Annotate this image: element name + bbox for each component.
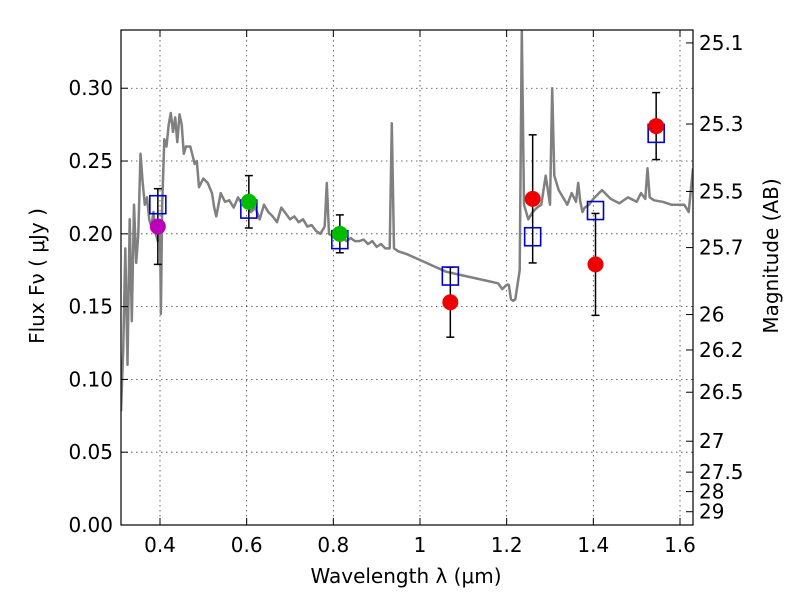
magnitude-tick-label: 25.3 (699, 112, 744, 136)
model-flux-square (441, 266, 460, 286)
model-flux-square (149, 194, 167, 215)
template-spectrum-line (121, 30, 693, 412)
model-flux-square (523, 226, 542, 247)
y-tick-label: 0.00 (68, 513, 113, 537)
model-flux-markers (149, 123, 665, 286)
observed-flux-point (240, 193, 257, 210)
y-tick-label: 0.05 (68, 440, 113, 464)
observed-flux-point (648, 118, 665, 135)
plot-frame (120, 29, 694, 526)
magnitude-tick-label: 27 (699, 429, 724, 453)
x-tick-label: 0.6 (231, 533, 263, 557)
model-flux-square (586, 200, 605, 221)
observed-flux-markers (149, 118, 665, 311)
observed-flux-point (331, 225, 348, 242)
x-tick-label: 1 (414, 533, 427, 557)
magnitude-tick-label: 29 (699, 500, 724, 524)
observed-flux-point (524, 190, 541, 207)
x-tick-label: 0.4 (144, 533, 176, 557)
observed-flux-point (149, 218, 166, 235)
y-axis-label: Flux Fν ( μJy ) (25, 208, 49, 344)
x-axis-label: Wavelength λ (μm) (310, 564, 501, 588)
magnitude-tick-label: 28 (699, 480, 724, 504)
x-tick-label: 1.6 (664, 533, 696, 557)
magnitude-tick-label: 25.1 (699, 31, 744, 55)
y-tick-label: 0.25 (68, 149, 113, 173)
error-bars-layer (153, 91, 661, 338)
y2-axis-label: Magnitude (AB) (759, 178, 783, 333)
y-tick-label: 0.15 (68, 295, 113, 319)
magnitude-tick-label: 26.5 (699, 380, 744, 404)
template-spectrum-layer (121, 30, 693, 412)
y-tick-label: 0.20 (68, 222, 113, 246)
observed-flux-point (442, 294, 459, 311)
x-tick-label: 1.2 (491, 533, 523, 557)
magnitude-tick-label: 25.7 (699, 236, 744, 260)
x-tick-label: 0.8 (317, 533, 349, 557)
magnitude-tick-label: 27.5 (699, 460, 744, 484)
magnitude-tick-label: 25.5 (699, 179, 744, 203)
observed-flux-point (587, 256, 604, 273)
y-tick-label: 0.30 (68, 76, 113, 100)
magnitude-tick-label: 26.2 (699, 338, 744, 362)
y-tick-label: 0.10 (68, 367, 113, 391)
y-ticks: 0.00 0.05 0.10 0.15 0.20 0.25 0.30 (68, 76, 128, 537)
x-tick-label: 1.4 (577, 533, 609, 557)
x-ticks: 0.4 0.6 0.8 1 1.2 1.4 1.6 (144, 30, 696, 557)
grid-lines (121, 30, 693, 526)
magnitude-tick-label: 26 (699, 303, 724, 327)
